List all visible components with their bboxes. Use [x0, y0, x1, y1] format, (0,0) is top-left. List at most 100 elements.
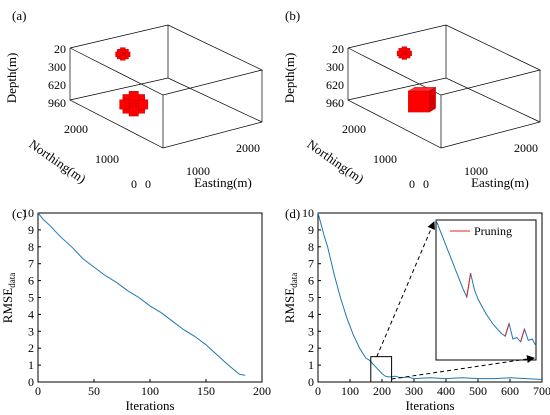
z-tick-b-300: 300 [326, 60, 344, 74]
xtick-label: 50 [88, 384, 100, 398]
inset-pruning-segments [466, 273, 525, 342]
ytick-label: 0 [308, 375, 314, 389]
ytick-label: 8 [308, 240, 314, 254]
ytick-label: 6 [308, 274, 314, 288]
panel-tag-b: (b) [285, 8, 300, 23]
ytick-label: 7 [28, 257, 34, 271]
box-floor-b [347, 77, 541, 123]
xlabel-b: Easting(m) [471, 175, 529, 190]
plot-frame-d [317, 212, 543, 383]
panel-b: (b) 20 300 620 960 Depth(m) 2000 1000 0 … [282, 8, 542, 191]
inset-series-line [435, 219, 537, 347]
ytick-label: 6 [28, 274, 34, 288]
y-tick-a-1000: 1000 [95, 152, 119, 166]
ylabel-d-main: RMSE [282, 288, 297, 323]
box-floor-a [69, 77, 263, 123]
z-tick-b-20: 20 [332, 42, 344, 56]
y-tick-b-1000: 1000 [373, 152, 397, 166]
z-tick-a-960: 960 [48, 96, 66, 110]
ytick-label: 10 [302, 206, 314, 220]
ytick-label: 3 [308, 324, 314, 338]
xtick-label: 150 [197, 384, 215, 398]
voxel-cell [128, 106, 139, 117]
pruning-segment [520, 329, 525, 342]
series-line-d [317, 212, 543, 380]
ytick-label: 9 [28, 223, 34, 237]
y-tick-b-0: 0 [409, 177, 415, 191]
xtick-label: 100 [341, 384, 359, 398]
xtick-label: 700 [533, 384, 550, 398]
pruning-segment [466, 273, 472, 298]
ytick-label: 2 [28, 341, 34, 355]
ytick-label: 3 [28, 324, 34, 338]
panel-tag-a: (a) [12, 8, 26, 23]
z-tick-b-620: 620 [326, 78, 344, 92]
xtick-label: 600 [501, 384, 519, 398]
bodies-a [115, 47, 149, 117]
z-tick-a-620: 620 [48, 78, 66, 92]
panel-a: (a) 20 300 620 960 Depth(m) 2000 1000 0 … [4, 8, 264, 191]
inset-frame [435, 219, 537, 361]
voxel-body-side [429, 86, 436, 113]
xtick-label: 200 [373, 384, 391, 398]
x-tick-b-0: 0 [423, 177, 429, 191]
pruning-segment [504, 323, 510, 337]
voxel-cell [115, 51, 121, 57]
ytick-label: 1 [28, 358, 34, 372]
x-tick-b-1000: 1000 [464, 164, 488, 178]
x-tick-a-2000: 2000 [236, 141, 260, 155]
ytick-label: 4 [28, 307, 34, 321]
ylabel-a: Northing(m) [26, 136, 88, 186]
ytick-label: 8 [28, 240, 34, 254]
voxel-body [408, 90, 430, 113]
voxel-cell [396, 50, 403, 57]
legend-label-pruning: Pruning [474, 224, 512, 238]
ytick-label: 4 [308, 307, 314, 321]
zoom-arrow-bottom [391, 355, 535, 380]
xtick-label: 100 [141, 384, 159, 398]
x-tick-a-0: 0 [145, 177, 151, 191]
voxel-cell [406, 50, 412, 57]
ylabel-d: RMSEdata [282, 273, 299, 323]
xlabel-a: Easting(m) [194, 175, 252, 190]
ytick-label: 1 [308, 358, 314, 372]
y-tick-a-2000: 2000 [64, 122, 88, 136]
x-tick-a-1000: 1000 [186, 164, 210, 178]
ytick-label: 5 [308, 291, 314, 305]
ytick-label: 10 [22, 206, 34, 220]
xlabel-d: Iterations [405, 398, 454, 413]
zoom-box-d [370, 356, 393, 383]
panel-tag-d: (d) [285, 206, 300, 221]
zlabel-a: Depth(m) [4, 53, 19, 104]
voxel-cell [125, 51, 131, 57]
ytick-label: 5 [28, 291, 34, 305]
voxel-cell [128, 91, 139, 101]
ylabel-b: Northing(m) [304, 136, 366, 186]
bodies-b [396, 46, 437, 113]
panel-tag-c: (c) [12, 206, 26, 221]
ytick-label: 2 [308, 341, 314, 355]
box-side-b [347, 48, 541, 149]
panel-a-box [69, 24, 264, 149]
voxel-cell [138, 99, 149, 110]
panel-b-box [347, 24, 542, 149]
y-tick-b-2000: 2000 [342, 122, 366, 136]
box-top-b [347, 24, 542, 96]
y-tick-a-0: 0 [131, 177, 137, 191]
voxel-cell [401, 54, 407, 60]
ytick-label: 9 [308, 223, 314, 237]
voxel-cell [119, 99, 130, 110]
voxel-cell [401, 46, 407, 52]
x-tick-b-2000: 2000 [514, 141, 538, 155]
xtick-label: 400 [437, 384, 455, 398]
zoom-arrow-top [376, 221, 435, 357]
ytick-label: 0 [28, 375, 34, 389]
z-tick-a-300: 300 [48, 60, 66, 74]
xtick-label: 500 [469, 384, 487, 398]
z-tick-b-960: 960 [326, 96, 344, 110]
ylabel-c: RMSEdata [0, 273, 17, 323]
